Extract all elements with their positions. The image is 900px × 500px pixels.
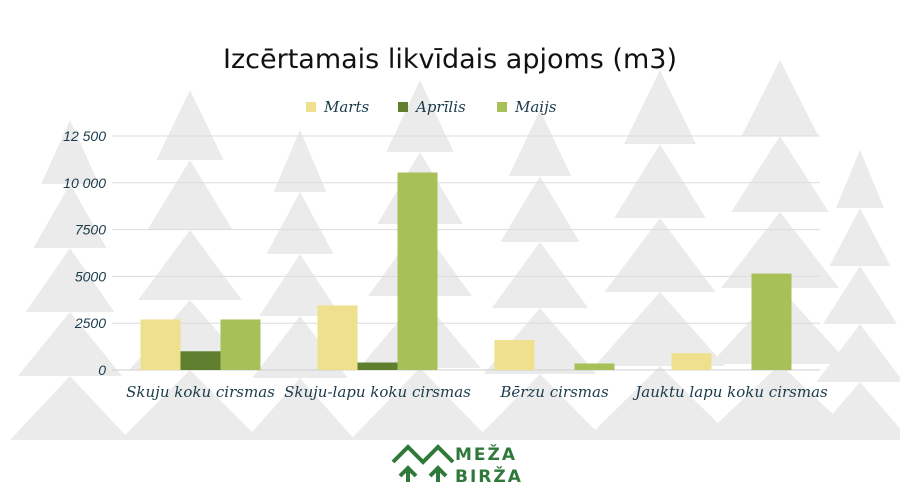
gridlines <box>112 135 820 371</box>
bar-marts-3 <box>671 353 712 370</box>
brand-logo: MEŽA BIRŽA <box>391 443 523 487</box>
y-tick-label: 2500 <box>74 315 106 331</box>
background-tree-7 <box>810 150 900 440</box>
bar-maijs-1 <box>397 172 438 370</box>
category-label: Bērzu cirsmas <box>499 383 609 401</box>
y-tick-label: 7500 <box>75 222 106 238</box>
legend-swatch <box>398 102 408 112</box>
bar-marts-2 <box>494 340 535 370</box>
bar-aprīlis-1 <box>357 362 398 370</box>
background-tree-0 <box>10 120 130 440</box>
y-tick-label: 12 500 <box>63 128 106 144</box>
forest-logo-icon <box>391 444 455 482</box>
legend-label: Marts <box>323 98 370 116</box>
bar-maijs-3 <box>751 273 792 370</box>
y-tick-label: 10 000 <box>63 175 106 191</box>
bar-maijs-2 <box>574 363 615 370</box>
bar-marts-1 <box>317 305 358 370</box>
background-tree-5 <box>585 70 735 440</box>
logo-line1: MEŽA <box>455 443 517 465</box>
legend-label: Maijs <box>514 98 557 116</box>
bar-aprīlis-0 <box>180 351 221 370</box>
bar-maijs-0 <box>220 319 261 370</box>
legend-label: Aprīlis <box>414 98 466 116</box>
legend-swatch <box>306 102 316 112</box>
bars <box>140 172 792 370</box>
legend-swatch <box>497 102 507 112</box>
background-tree-6 <box>700 60 860 440</box>
y-tick-label: 5000 <box>75 268 106 284</box>
category-label: Jauktu lapu koku cirsmas <box>632 383 828 401</box>
category-label: Skuju-lapu koku cirsmas <box>284 383 471 401</box>
logo-line2: BIRŽA <box>455 465 523 487</box>
legend: Marts Aprīlis Maijs <box>306 98 557 116</box>
chart-title: Izcērtamais likvīdais apjoms (m3) <box>223 44 677 75</box>
y-axis-ticks: 0 2500 5000 7500 10 000 12 500 <box>63 128 106 378</box>
category-label: Skuju koku cirsmas <box>126 383 275 401</box>
x-axis-categories: Skuju koku cirsmas Skuju-lapu koku cirsma… <box>126 383 828 401</box>
bar-marts-0 <box>140 319 181 370</box>
y-tick-label: 0 <box>98 362 106 378</box>
